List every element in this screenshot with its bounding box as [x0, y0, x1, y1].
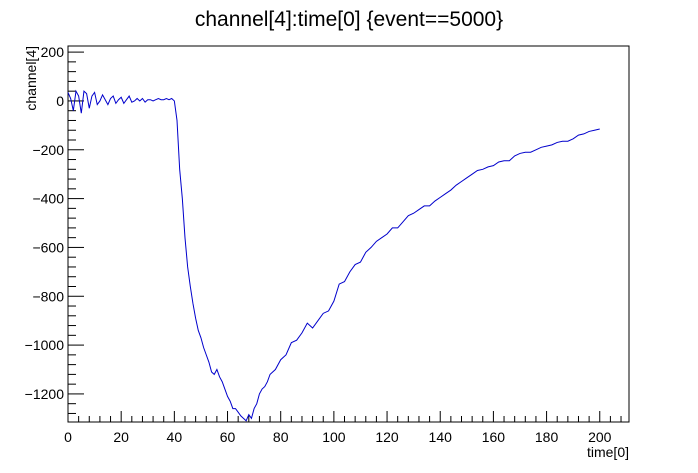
x-tick-label: 20: [113, 429, 129, 445]
x-tick-label: 180: [535, 429, 559, 445]
y-tick-label: −800: [32, 288, 64, 304]
y-tick-label: −600: [32, 239, 64, 255]
y-tick-label: −1000: [25, 337, 65, 353]
axis-tick-labels: 0 20 40 60 80 100 120 140 160 180 200 200 0 −200 −400 −…: [25, 44, 612, 445]
x-tick-label: 200: [588, 429, 612, 445]
x-tick-label: 100: [322, 429, 346, 445]
y-tick-label: −200: [32, 142, 64, 158]
x-tick-label: 140: [429, 429, 453, 445]
x-axis-label: time[0]: [587, 444, 629, 460]
chart-title: channel[4]:time[0] {event==5000}: [195, 8, 503, 31]
y-axis-label: channel[4]: [23, 46, 39, 111]
plot-frame: [67, 45, 630, 423]
x-tick-label: 80: [273, 429, 289, 445]
y-tick-label: 200: [41, 44, 65, 60]
x-tick-label: 40: [167, 429, 183, 445]
x-tick-label: 120: [375, 429, 399, 445]
axis-ticks: [67, 51, 622, 422]
y-tick-label: −1200: [25, 386, 65, 402]
y-tick-label: 0: [56, 93, 64, 109]
x-tick-label: 60: [220, 429, 236, 445]
x-tick-label: 0: [64, 429, 72, 445]
y-tick-label: −400: [32, 191, 64, 207]
x-tick-label: 160: [482, 429, 506, 445]
series-line: [67, 89, 600, 422]
